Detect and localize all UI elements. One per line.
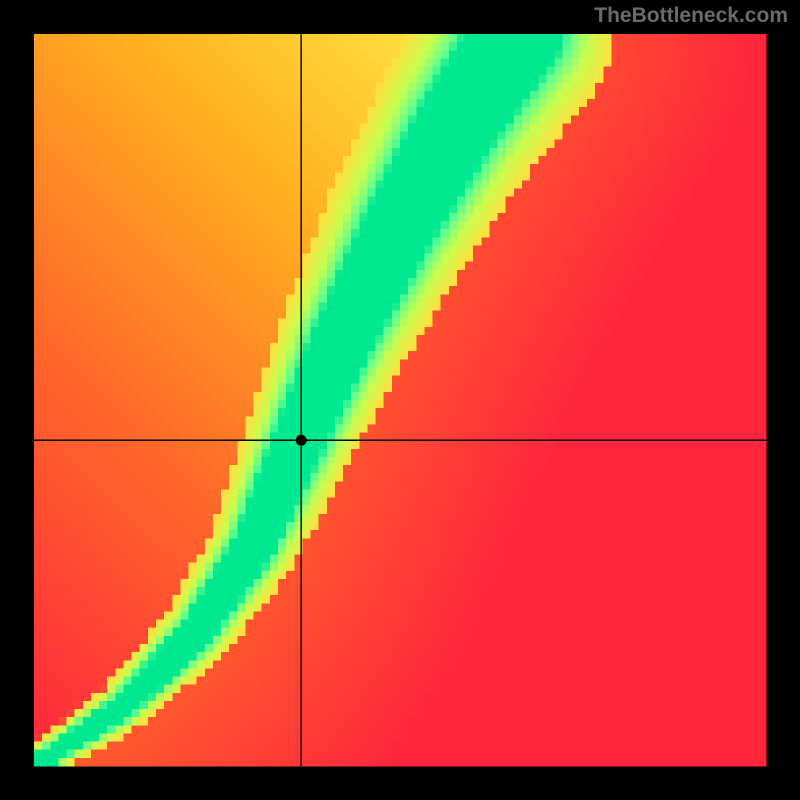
chart-container: TheBottleneck.com <box>0 0 800 800</box>
watermark-label: TheBottleneck.com <box>594 4 788 28</box>
crosshair-marker <box>296 435 307 446</box>
bottleneck-heatmap <box>0 0 800 800</box>
